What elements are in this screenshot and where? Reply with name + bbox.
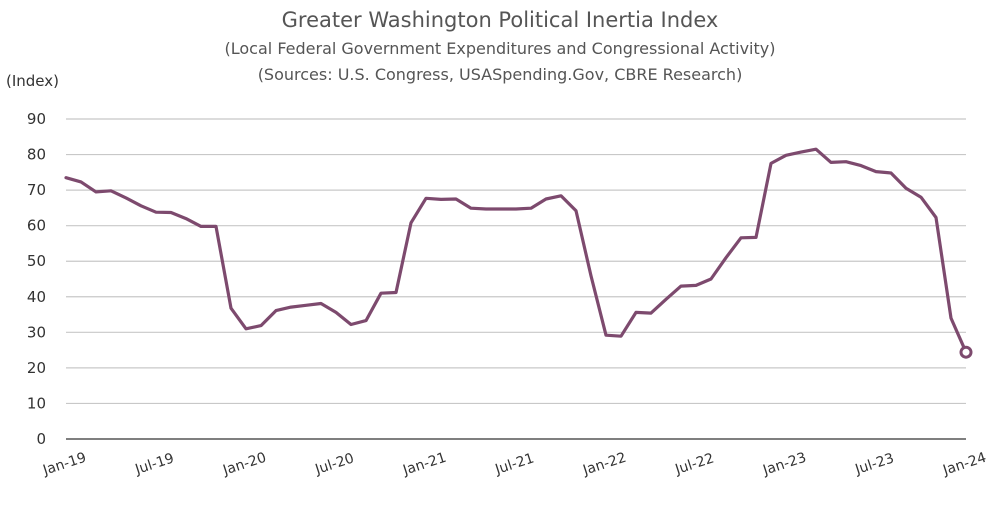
data-point xyxy=(620,335,623,338)
x-tick-label: Jul-23 xyxy=(852,450,896,478)
data-point xyxy=(845,160,848,163)
data-point xyxy=(65,176,68,179)
data-point xyxy=(185,217,188,220)
y-tick-label: 90 xyxy=(27,110,46,128)
data-point xyxy=(725,256,728,259)
data-point xyxy=(680,285,683,288)
data-point xyxy=(455,198,458,201)
chart-title: Greater Washington Political Inertia Ind… xyxy=(281,8,719,32)
data-point xyxy=(605,334,608,337)
data-point xyxy=(125,196,128,199)
data-point xyxy=(950,317,953,320)
data-point xyxy=(350,323,353,326)
data-point xyxy=(515,208,518,211)
data-point xyxy=(890,172,893,175)
data-point xyxy=(830,161,833,164)
data-point xyxy=(500,208,503,211)
x-tick-label: Jul-21 xyxy=(492,450,536,478)
chart-subtitle: (Local Federal Government Expenditures a… xyxy=(224,39,776,58)
data-point xyxy=(320,302,323,305)
data-point xyxy=(695,284,698,287)
data-point xyxy=(410,221,413,224)
x-tick-label: Jul-20 xyxy=(312,450,356,478)
y-tick-label: 20 xyxy=(27,359,46,377)
y-axis-label: (Index) xyxy=(6,72,59,90)
data-point xyxy=(275,309,278,312)
data-point xyxy=(365,319,368,322)
data-point xyxy=(710,278,713,281)
y-tick-label: 60 xyxy=(27,217,46,235)
x-tick-label: Jan-24 xyxy=(940,450,988,479)
data-point xyxy=(635,311,638,314)
y-tick-label: 70 xyxy=(27,181,46,199)
data-point xyxy=(215,225,218,228)
data-point xyxy=(935,216,938,219)
data-point xyxy=(155,211,158,214)
y-tick-label: 10 xyxy=(27,394,46,412)
data-point xyxy=(530,207,533,210)
x-tick-label: Jan-23 xyxy=(760,450,808,479)
data-point xyxy=(860,164,863,167)
data-point xyxy=(170,211,173,214)
x-tick-label: Jul-22 xyxy=(672,450,716,478)
data-point xyxy=(755,236,758,239)
data-point xyxy=(575,209,578,212)
y-tick-label: 30 xyxy=(27,323,46,341)
x-tick-label: Jan-22 xyxy=(580,450,628,479)
last-data-point-marker xyxy=(959,345,973,359)
y-tick-label: 40 xyxy=(27,288,46,306)
data-point xyxy=(305,304,308,307)
chart-sources: (Sources: U.S. Congress, USASpending.Gov… xyxy=(257,65,743,84)
data-point xyxy=(470,207,473,210)
data-point xyxy=(440,198,443,201)
data-point xyxy=(80,180,83,183)
data-point xyxy=(260,324,263,327)
data-point xyxy=(815,148,818,151)
data-point xyxy=(785,154,788,157)
y-tick-label: 0 xyxy=(36,430,46,448)
y-tick-label: 50 xyxy=(27,252,46,270)
x-tick-label: Jan-19 xyxy=(40,450,88,479)
series-line xyxy=(64,147,968,354)
data-point xyxy=(665,298,668,301)
data-point xyxy=(290,306,293,309)
data-point xyxy=(905,187,908,190)
data-point xyxy=(140,204,143,207)
data-point xyxy=(800,151,803,154)
data-point xyxy=(740,236,743,239)
data-point xyxy=(200,225,203,228)
data-point xyxy=(485,208,488,211)
data-point xyxy=(770,162,773,165)
data-point xyxy=(395,291,398,294)
data-point xyxy=(875,170,878,173)
data-point xyxy=(590,274,593,277)
x-tick-label: Jan-21 xyxy=(400,450,448,479)
data-point xyxy=(335,311,338,314)
data-point xyxy=(95,190,98,193)
y-tick-label: 80 xyxy=(27,146,46,164)
data-point xyxy=(560,194,563,197)
data-point xyxy=(380,292,383,295)
data-point xyxy=(425,197,428,200)
data-point xyxy=(230,307,233,310)
data-point xyxy=(545,198,548,201)
data-point xyxy=(650,312,653,315)
x-tick-label: Jul-19 xyxy=(132,450,176,478)
data-point xyxy=(110,189,113,192)
data-point xyxy=(920,196,923,199)
data-point xyxy=(245,327,248,330)
x-tick-label: Jan-20 xyxy=(220,450,268,479)
